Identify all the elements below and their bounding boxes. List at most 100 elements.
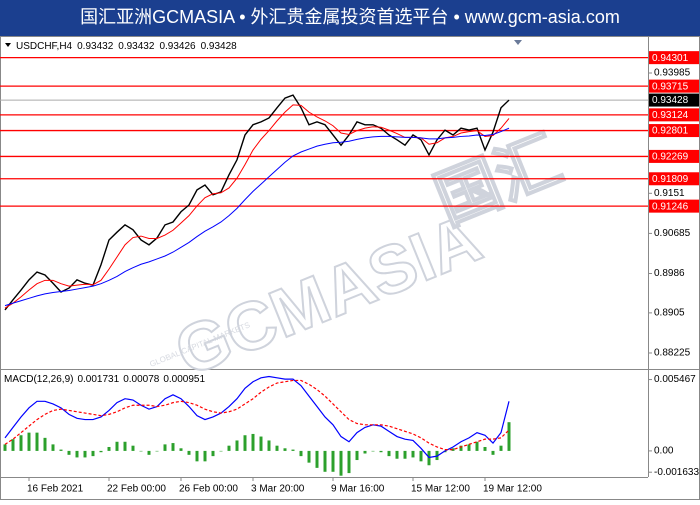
level-label-box — [649, 172, 699, 186]
histogram-bar — [283, 448, 287, 451]
histogram-bar — [459, 445, 463, 451]
histogram-bar — [467, 444, 471, 451]
histogram-bar — [451, 448, 455, 451]
histogram-bar — [131, 445, 135, 451]
histogram-bar — [227, 445, 231, 451]
histogram-bar — [475, 441, 479, 451]
histogram-bar — [211, 450, 215, 457]
signal-line — [4, 379, 510, 451]
x-tick-label: 22 Feb 00:00 — [107, 484, 166, 495]
level-label-box — [649, 149, 699, 163]
histogram-bar — [203, 450, 207, 462]
histogram-bar — [403, 450, 407, 459]
histogram-bar — [299, 450, 303, 457]
histogram-bar — [371, 450, 375, 452]
level-label-box — [649, 199, 699, 213]
level-label-box — [649, 79, 699, 93]
y-tick-label: 0.93985 — [654, 68, 691, 79]
y-tick-label: -0.001633 — [654, 467, 699, 478]
ohlc-value: 0.93432 — [77, 41, 114, 52]
histogram-bar — [51, 444, 55, 451]
histogram-bar — [99, 450, 103, 453]
banner — [0, 0, 700, 36]
indicator-reading: 0.00078 — [123, 374, 160, 385]
level-label: 0.93715 — [652, 81, 689, 92]
histogram-bar — [427, 450, 431, 466]
y-tick-label: 0.8986 — [654, 268, 685, 279]
histogram-bar — [91, 450, 95, 457]
histogram-bar — [235, 440, 239, 451]
last-price-label: 0.93428 — [652, 95, 689, 106]
histogram-bar — [363, 450, 367, 454]
histogram-bar — [251, 433, 255, 451]
histogram-bar — [259, 436, 263, 451]
histogram-bar — [291, 449, 295, 451]
moving-average — [4, 127, 510, 307]
histogram-bar — [163, 444, 167, 451]
y-tick-label: 0.9151 — [654, 188, 685, 199]
histogram-bar — [331, 450, 335, 472]
histogram-bar — [139, 450, 143, 452]
histogram-bar — [267, 440, 271, 451]
histogram-bar — [43, 437, 47, 451]
histogram-bar — [491, 450, 495, 455]
level-label: 0.94301 — [652, 53, 689, 64]
histogram-bar — [75, 450, 79, 458]
histogram-bar — [275, 445, 279, 451]
symbol: USDCHF,H4 — [16, 41, 73, 52]
x-tick-label: 19 Mar 12:00 — [483, 484, 542, 495]
level-label-box — [649, 51, 699, 65]
x-tick-label: 3 Mar 20:00 — [251, 484, 305, 495]
y-tick-label: 0.90685 — [654, 228, 691, 239]
histogram-bar — [219, 450, 223, 452]
watermark-cn: 国汇 — [425, 123, 571, 238]
moving-average — [4, 104, 510, 309]
histogram-bar — [339, 450, 343, 476]
ohlc-value: 0.93428 — [201, 41, 238, 52]
histogram-bar — [67, 450, 71, 455]
indicator-header: MACD(12,26,9) 0.001731 0.00078 0.000951 — [4, 374, 205, 385]
histogram-bar — [19, 435, 23, 451]
histogram-bar — [83, 450, 87, 458]
histogram-bar — [499, 445, 503, 451]
y-tick-label: 0.88225 — [654, 348, 691, 359]
histogram-bar — [187, 450, 191, 455]
indicator-name: MACD(12,26,9) — [4, 374, 73, 385]
histogram-bar — [3, 444, 7, 451]
banner-title: 国汇亚洲GCMASIA • 外汇贵金属投资首选平台 • www.gcm-asia… — [80, 7, 620, 27]
histogram-bar — [147, 450, 151, 455]
histogram-bar — [419, 450, 423, 462]
y-tick-label: 0.005467 — [654, 374, 696, 385]
histogram-bar — [123, 441, 127, 451]
histogram-bar — [395, 450, 399, 459]
histogram-bar — [307, 450, 311, 463]
histogram-bar — [411, 450, 415, 458]
scroll-marker — [514, 40, 522, 45]
x-tick-label: 9 Mar 16:00 — [331, 484, 385, 495]
histogram-bar — [59, 449, 63, 451]
histogram-bar — [355, 450, 359, 461]
watermark: GCMASIA — [165, 200, 491, 391]
histogram-bar — [107, 446, 111, 451]
histogram-bar — [507, 422, 511, 451]
histogram-bar — [171, 443, 175, 451]
histogram-bar — [483, 446, 487, 451]
level-label: 0.91246 — [652, 201, 689, 212]
histogram-bar — [379, 450, 383, 453]
histogram-bar — [243, 435, 247, 451]
level-label: 0.92801 — [652, 126, 689, 137]
level-label: 0.93124 — [652, 110, 689, 121]
histogram-bar — [315, 450, 319, 468]
ohlc-value: 0.93432 — [118, 41, 155, 52]
y-tick-label: 0.00 — [654, 446, 674, 457]
last-price-box — [649, 93, 699, 107]
level-label: 0.91809 — [652, 174, 689, 185]
symbol-header: USDCHF,H4 0.93432 0.93432 0.93426 0.93428 — [16, 41, 237, 52]
histogram-bar — [323, 450, 327, 472]
menu-arrow — [5, 43, 11, 47]
level-label-box — [649, 124, 699, 138]
macd-line — [4, 375, 510, 459]
histogram-bar — [155, 450, 159, 452]
